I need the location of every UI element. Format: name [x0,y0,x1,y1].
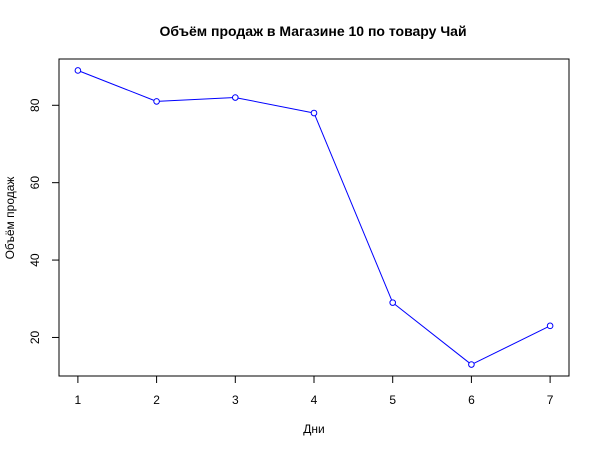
data-point [546,322,554,330]
x-tick-label: 3 [232,393,239,407]
series-line-segment [394,303,470,364]
x-tick-label: 1 [75,393,82,407]
data-point [468,361,475,368]
y-tick-label: 20 [28,330,42,344]
y-tick-label: 80 [28,98,42,112]
series-line-segment [473,326,548,364]
data-point [231,94,239,101]
y-axis-label: Объём продаж [3,177,17,260]
series-layer [74,67,554,368]
chart-title: Объём продаж в Магазине 10 по товару Чай [159,23,466,39]
x-axis: 1 2 3 4 5 6 7 [75,375,554,407]
y-axis: 20 40 60 80 [28,98,60,344]
series-line-segment [80,71,155,101]
series-line-segment [159,97,233,102]
data-point [310,109,318,117]
x-tick-label: 2 [153,393,160,407]
x-tick-label: 5 [389,393,396,407]
plot-frame [58,58,570,377]
x-tick-label: 6 [468,393,475,407]
x-axis-label: Дни [303,422,324,436]
x-tick-label: 7 [547,393,554,407]
data-point [153,98,160,105]
data-point [74,67,82,74]
series-line-segment [237,97,312,113]
y-tick-label: 60 [28,176,42,190]
y-tick-label: 40 [28,253,42,267]
series-line-segment [314,115,393,301]
data-point [389,299,397,306]
x-tick-label: 4 [311,393,318,407]
